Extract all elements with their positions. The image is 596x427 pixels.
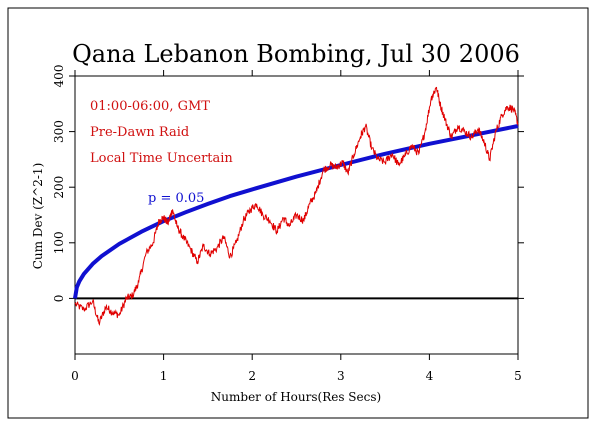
x-tick-label: 3 <box>337 369 345 383</box>
y-tick-label: 300 <box>52 120 66 143</box>
probability-envelope-line <box>73 124 519 299</box>
plot-marks: 0 1 2 3 4 5 0 100 200 300 400 <box>52 65 524 383</box>
y-tick-label: 100 <box>52 231 66 254</box>
x-tick-label: 4 <box>426 369 434 383</box>
plot-area-border <box>74 75 519 355</box>
probability-label: p = 0.05 <box>148 191 204 206</box>
x-tick-label: 0 <box>71 369 79 383</box>
chart-title: Qana Lebanon Bombing, Jul 30 2006 <box>72 40 520 68</box>
y-tick-label: 200 <box>52 176 66 199</box>
x-tick-label: 2 <box>248 369 256 383</box>
y-tick-label: 400 <box>52 65 66 88</box>
x-tick-label: 1 <box>160 369 168 383</box>
x-tick-label: 5 <box>514 369 522 383</box>
cumulative-deviation-line <box>74 86 519 326</box>
annotation-time-range: 01:00-06:00, GMT <box>90 99 210 114</box>
y-tick-label: 0 <box>52 295 66 303</box>
annotation-uncertainty: Local Time Uncertain <box>90 151 233 166</box>
annotation-event: Pre-Dawn Raid <box>90 125 189 140</box>
y-axis-label: Cum Dev (Z^2-1) <box>31 163 45 270</box>
outer-border <box>7 7 589 419</box>
x-axis-label: Number of Hours(Res Secs) <box>211 390 381 404</box>
